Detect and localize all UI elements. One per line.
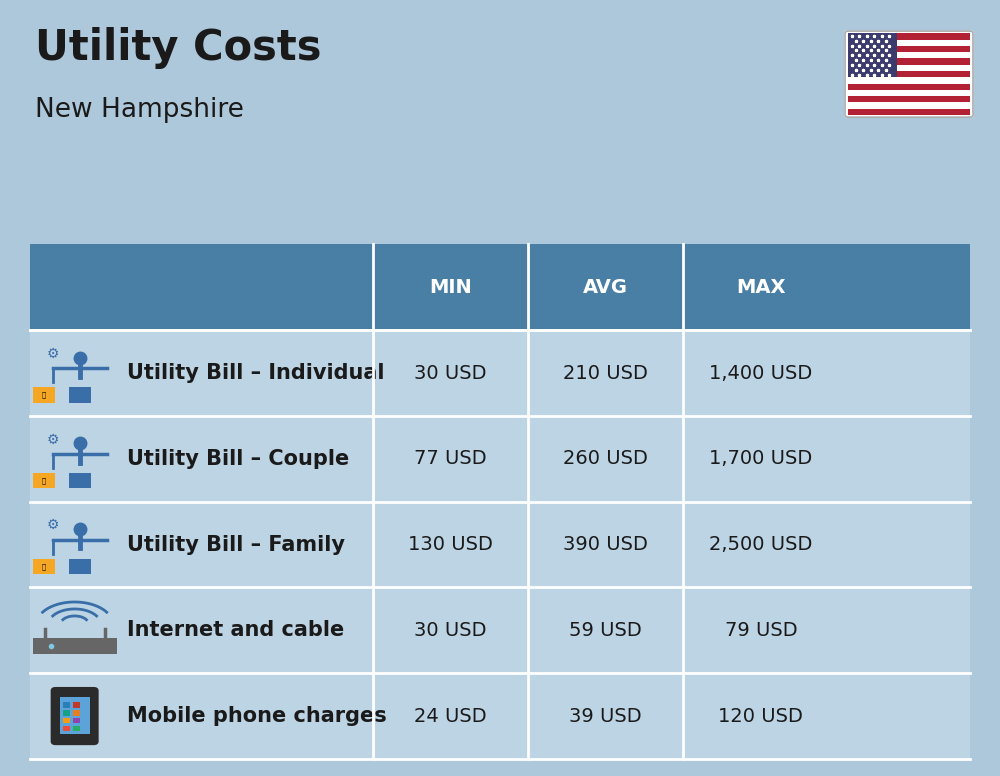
Bar [73, 710, 80, 715]
Bar [848, 52, 970, 58]
Text: Utility Bill – Couple: Utility Bill – Couple [127, 449, 350, 469]
Text: Utility Bill – Individual: Utility Bill – Individual [127, 363, 385, 383]
FancyBboxPatch shape [844, 30, 974, 118]
Text: 🖼: 🖼 [42, 477, 46, 484]
Text: ⚙: ⚙ [46, 432, 59, 446]
Bar [848, 90, 970, 96]
Bar [848, 96, 970, 102]
Bar [63, 710, 70, 715]
Bar [848, 46, 970, 52]
Text: 210 USD: 210 USD [563, 364, 648, 383]
Bar [69, 473, 91, 488]
Text: 🖼: 🖼 [42, 391, 46, 398]
Bar [33, 387, 55, 403]
Bar [73, 726, 80, 731]
Text: 120 USD: 120 USD [718, 707, 803, 726]
Bar [73, 718, 80, 723]
FancyBboxPatch shape [51, 687, 99, 745]
Bar [848, 40, 970, 46]
Text: MAX: MAX [736, 278, 786, 296]
Text: ⚙: ⚙ [46, 347, 59, 361]
Text: Utility Bill – Family: Utility Bill – Family [127, 535, 345, 555]
Bar [33, 559, 55, 574]
Text: 2,500 USD: 2,500 USD [709, 535, 813, 554]
Text: MIN: MIN [429, 278, 472, 296]
Bar [69, 559, 91, 574]
Bar [63, 726, 70, 731]
Bar [848, 84, 970, 90]
Bar [848, 64, 970, 71]
Text: 77 USD: 77 USD [414, 449, 487, 468]
Bar [73, 702, 80, 708]
Bar [848, 102, 970, 109]
Bar [33, 473, 55, 488]
Text: Internet and cable: Internet and cable [127, 620, 345, 640]
Text: 🖼: 🖼 [42, 563, 46, 570]
Text: 79 USD: 79 USD [725, 621, 797, 639]
Text: 39 USD: 39 USD [569, 707, 642, 726]
Bar [848, 33, 970, 40]
Text: 130 USD: 130 USD [408, 535, 493, 554]
Bar [848, 58, 970, 64]
Text: 1,400 USD: 1,400 USD [709, 364, 812, 383]
Text: 59 USD: 59 USD [569, 621, 642, 639]
Bar [69, 387, 91, 403]
Bar [33, 638, 117, 653]
Text: 30 USD: 30 USD [414, 364, 487, 383]
Text: 390 USD: 390 USD [563, 535, 648, 554]
Text: 1,700 USD: 1,700 USD [709, 449, 812, 468]
Text: 30 USD: 30 USD [414, 621, 487, 639]
Bar [848, 109, 970, 115]
Text: ⚙: ⚙ [46, 518, 59, 532]
Bar [60, 697, 90, 733]
Bar [63, 702, 70, 708]
Text: New Hampshire: New Hampshire [35, 97, 244, 123]
Text: 24 USD: 24 USD [414, 707, 487, 726]
Text: Mobile phone charges: Mobile phone charges [127, 706, 387, 726]
Bar [848, 33, 897, 78]
Text: Utility Costs: Utility Costs [35, 27, 322, 69]
Bar [63, 718, 70, 723]
Bar [848, 71, 970, 78]
Text: 260 USD: 260 USD [563, 449, 648, 468]
Bar [848, 78, 970, 84]
Text: AVG: AVG [583, 278, 628, 296]
